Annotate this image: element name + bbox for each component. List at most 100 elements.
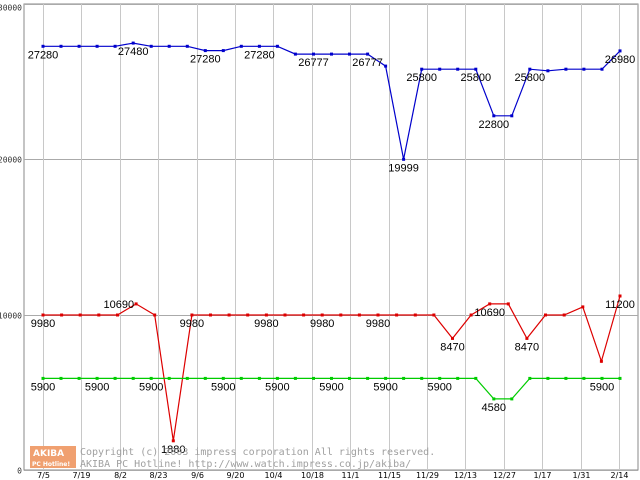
data-point: [41, 313, 45, 317]
data-point: [283, 313, 287, 317]
data-point: [275, 376, 279, 380]
data-point: [339, 313, 343, 317]
data-label: 10690: [104, 299, 135, 311]
data-point: [131, 41, 135, 45]
data-point: [330, 52, 333, 56]
data-point: [474, 67, 478, 71]
data-point: [582, 67, 586, 71]
y-tick-label: 10000: [0, 312, 22, 321]
y-tick-label: 30000: [0, 4, 22, 13]
data-label: 10690: [474, 307, 505, 319]
data-point: [221, 49, 225, 53]
data-point: [488, 302, 492, 306]
data-point: [312, 52, 315, 56]
data-label: 5900: [373, 381, 397, 393]
data-point: [227, 313, 231, 317]
data-point: [600, 376, 604, 380]
data-point: [562, 313, 566, 317]
data-point: [190, 313, 194, 317]
data-point: [78, 313, 82, 317]
data-point: [41, 376, 45, 380]
data-point: [149, 376, 153, 380]
data-label: 5900: [211, 381, 235, 393]
data-point: [582, 376, 586, 380]
x-tick-label: 8/2: [114, 471, 127, 480]
data-point: [395, 313, 399, 317]
data-labels: 27280 27480 27280 27280 26777 26777 19999 25800…: [28, 46, 636, 456]
data-label: 9980: [366, 318, 390, 330]
data-point: [312, 376, 315, 380]
data-point: [384, 64, 388, 68]
data-point: [302, 313, 306, 317]
data-point: [544, 313, 547, 317]
x-tick-label: 11/15: [378, 471, 401, 480]
data-point: [492, 397, 496, 401]
data-point: [564, 376, 568, 380]
data-label: 9980: [310, 318, 334, 330]
data-point: [134, 302, 138, 306]
data-point: [59, 376, 63, 380]
data-label: 27280: [190, 54, 221, 66]
data-point: [149, 44, 153, 48]
data-point: [528, 376, 532, 380]
x-tick-label: 10/18: [301, 471, 324, 480]
data-label: 9980: [254, 318, 278, 330]
data-point: [275, 44, 279, 48]
data-label: 9980: [31, 318, 55, 330]
data-point: [438, 376, 442, 380]
x-tick-label: 7/5: [37, 471, 50, 480]
data-label: 27280: [244, 49, 275, 61]
grid: [23, 3, 639, 471]
data-label: 5900: [590, 381, 614, 393]
data-label: 26980: [605, 54, 636, 66]
data-point: [618, 49, 622, 53]
data-point: [239, 44, 243, 48]
x-tick-label: 12/27: [493, 471, 516, 480]
data-point: [456, 376, 460, 380]
data-point: [600, 67, 604, 71]
data-label: 1880: [161, 444, 185, 456]
x-tick-label: 9/6: [191, 471, 204, 480]
data-label: 11200: [605, 299, 635, 311]
data-point: [131, 376, 135, 380]
data-point: [546, 69, 550, 73]
data-point: [113, 376, 117, 380]
data-point: [257, 44, 261, 48]
data-point: [203, 49, 207, 53]
x-tick-label: 2/14: [611, 471, 629, 480]
data-label: 5900: [319, 381, 343, 393]
data-point: [581, 305, 585, 309]
data-point: [257, 376, 261, 380]
data-label: 5900: [139, 381, 163, 393]
data-point: [185, 376, 189, 380]
data-label: 19999: [388, 162, 419, 174]
x-tick-label: 11/1: [342, 471, 360, 480]
data-point: [209, 313, 212, 317]
data-point: [546, 376, 550, 380]
data-point: [618, 294, 622, 298]
data-label: 9980: [180, 318, 204, 330]
data-label: 8470: [515, 341, 539, 353]
data-point: [239, 376, 243, 380]
data-point: [492, 114, 496, 118]
data-point: [420, 67, 424, 71]
data-point: [451, 336, 454, 340]
data-point: [384, 376, 388, 380]
x-tick-label: 11/29: [416, 471, 439, 480]
y-axis-ticks: 0 10000 20000 30000: [0, 4, 22, 476]
data-point: [59, 44, 63, 48]
data-point: [167, 376, 171, 380]
data-label: 25800: [515, 72, 546, 84]
data-point: [413, 313, 417, 317]
y-tick-label: 20000: [0, 156, 22, 165]
data-point: [510, 114, 514, 118]
data-point: [438, 67, 442, 71]
watermark: AKIBA PC Hotline! Copyright (c) 2003 imp…: [30, 446, 435, 470]
data-point: [599, 359, 603, 363]
x-tick-label: 1/17: [534, 471, 552, 480]
data-point: [420, 376, 424, 380]
data-label: 4580: [482, 402, 506, 414]
data-label: 26777: [298, 57, 329, 69]
data-point: [402, 376, 406, 380]
data-point: [506, 302, 510, 306]
